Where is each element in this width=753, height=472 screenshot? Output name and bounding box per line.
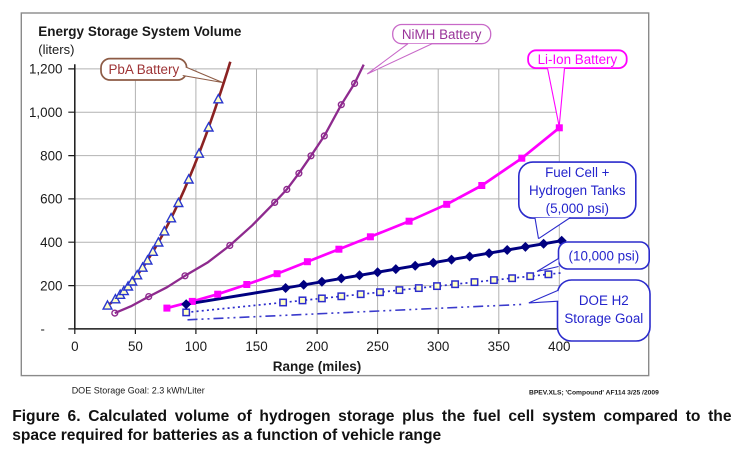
svg-text:DOE Storage Goal: 2.3 kWh/Lite: DOE Storage Goal: 2.3 kWh/Liter [72, 385, 205, 395]
svg-text:200: 200 [306, 339, 328, 354]
svg-text:-: - [41, 321, 45, 336]
svg-text:350: 350 [488, 339, 510, 354]
svg-text:Range (miles): Range (miles) [273, 359, 362, 374]
svg-text:1,000: 1,000 [29, 105, 63, 120]
svg-text:1,200: 1,200 [29, 62, 63, 77]
svg-text:Hydrogen Tanks: Hydrogen Tanks [529, 183, 626, 198]
svg-text:600: 600 [40, 192, 62, 207]
svg-text:400: 400 [40, 235, 62, 250]
svg-text:300: 300 [427, 339, 449, 354]
svg-text:800: 800 [40, 148, 62, 163]
svg-text:Energy Storage System Volume: Energy Storage System Volume [38, 24, 242, 39]
svg-text:BPEV.XLS; 'Compound' AF114 3/2: BPEV.XLS; 'Compound' AF114 3/25 /2009 [529, 390, 659, 397]
svg-text:PbA Battery: PbA Battery [108, 62, 179, 77]
svg-text:100: 100 [185, 339, 207, 354]
svg-text:NiMH Battery: NiMH Battery [402, 27, 482, 42]
svg-text:200: 200 [40, 278, 62, 293]
svg-text:Storage Goal: Storage Goal [564, 311, 643, 326]
svg-text:Li-Ion Battery: Li-Ion Battery [538, 52, 618, 67]
svg-text:(liters): (liters) [38, 42, 74, 57]
svg-text:0: 0 [71, 339, 78, 354]
svg-text:(10,000 psi): (10,000 psi) [569, 248, 640, 263]
svg-text:250: 250 [366, 339, 388, 354]
svg-text:DOE H2: DOE H2 [579, 293, 629, 308]
svg-text:50: 50 [128, 339, 143, 354]
svg-text:(5,000 psi): (5,000 psi) [546, 201, 609, 216]
svg-text:Fuel Cell +: Fuel Cell + [545, 165, 610, 180]
svg-text:400: 400 [548, 339, 570, 354]
svg-text:150: 150 [245, 339, 267, 354]
